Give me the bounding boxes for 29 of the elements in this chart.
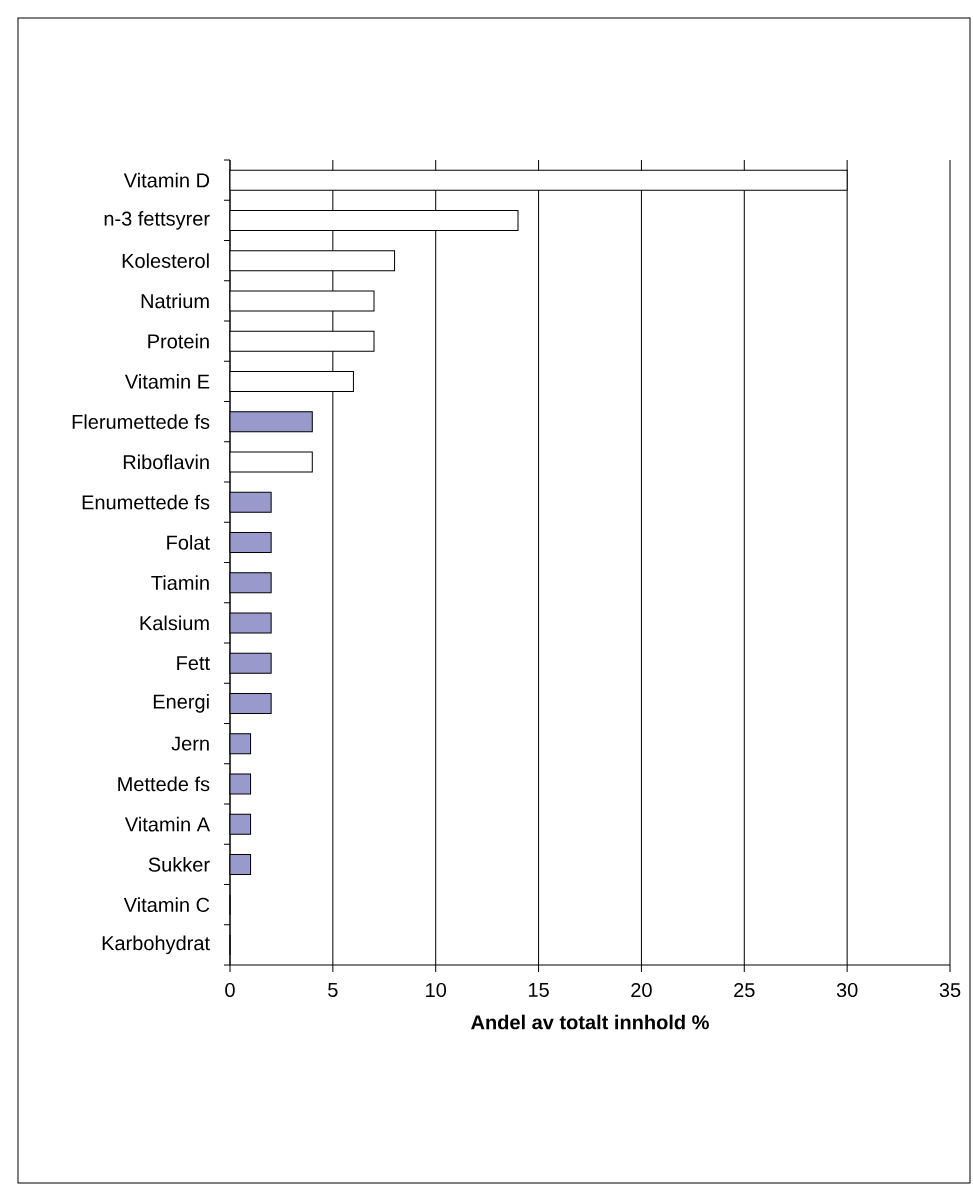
- x-tick-label: 0: [225, 982, 235, 998]
- y-tick-label: Karbohydrat: [102, 935, 210, 955]
- y-tick-label: Vitamin D: [123, 172, 210, 188]
- y-tick-label: Fett: [177, 656, 210, 671]
- y-tick-label: Kolesterol: [122, 253, 209, 268]
- y-tick-label: Flerumettede fs: [72, 414, 210, 429]
- y-tick-label: Jern: [171, 736, 209, 751]
- y-tick-label: Folat: [167, 535, 210, 550]
- x-tick-label: 5: [328, 982, 338, 997]
- y-tick-label: Riboflavin: [123, 454, 209, 470]
- x-tick-label: 30: [836, 982, 858, 998]
- x-tick-label: 35: [939, 982, 961, 998]
- y-tick-label: Mettede fs: [118, 776, 210, 792]
- y-tick-label: Enumettede fs: [82, 494, 210, 510]
- y-tick-label: Natrium: [141, 293, 209, 309]
- y-tick-label: Kalsium: [140, 615, 209, 631]
- y-tick-label: Vitamin E: [124, 374, 210, 389]
- y-tick-label: Vitamin A: [124, 816, 210, 832]
- x-tick-label: 20: [631, 982, 652, 998]
- y-tick-label: Tiamin: [151, 575, 209, 590]
- x-tick-label: 25: [734, 982, 755, 998]
- x-tick-label: 15: [528, 982, 549, 997]
- y-tick-label: Sukker: [148, 857, 210, 872]
- x-tick-label: 10: [426, 982, 447, 998]
- y-tick-label: Energi: [153, 694, 209, 713]
- y-tick-label: Protein: [148, 333, 209, 349]
- y-tick-label: Vitamin C: [123, 897, 210, 912]
- y-tick-label: n-3 fettsyrer: [104, 211, 210, 230]
- x-axis-title: Andel av totalt innhold %: [471, 1014, 709, 1030]
